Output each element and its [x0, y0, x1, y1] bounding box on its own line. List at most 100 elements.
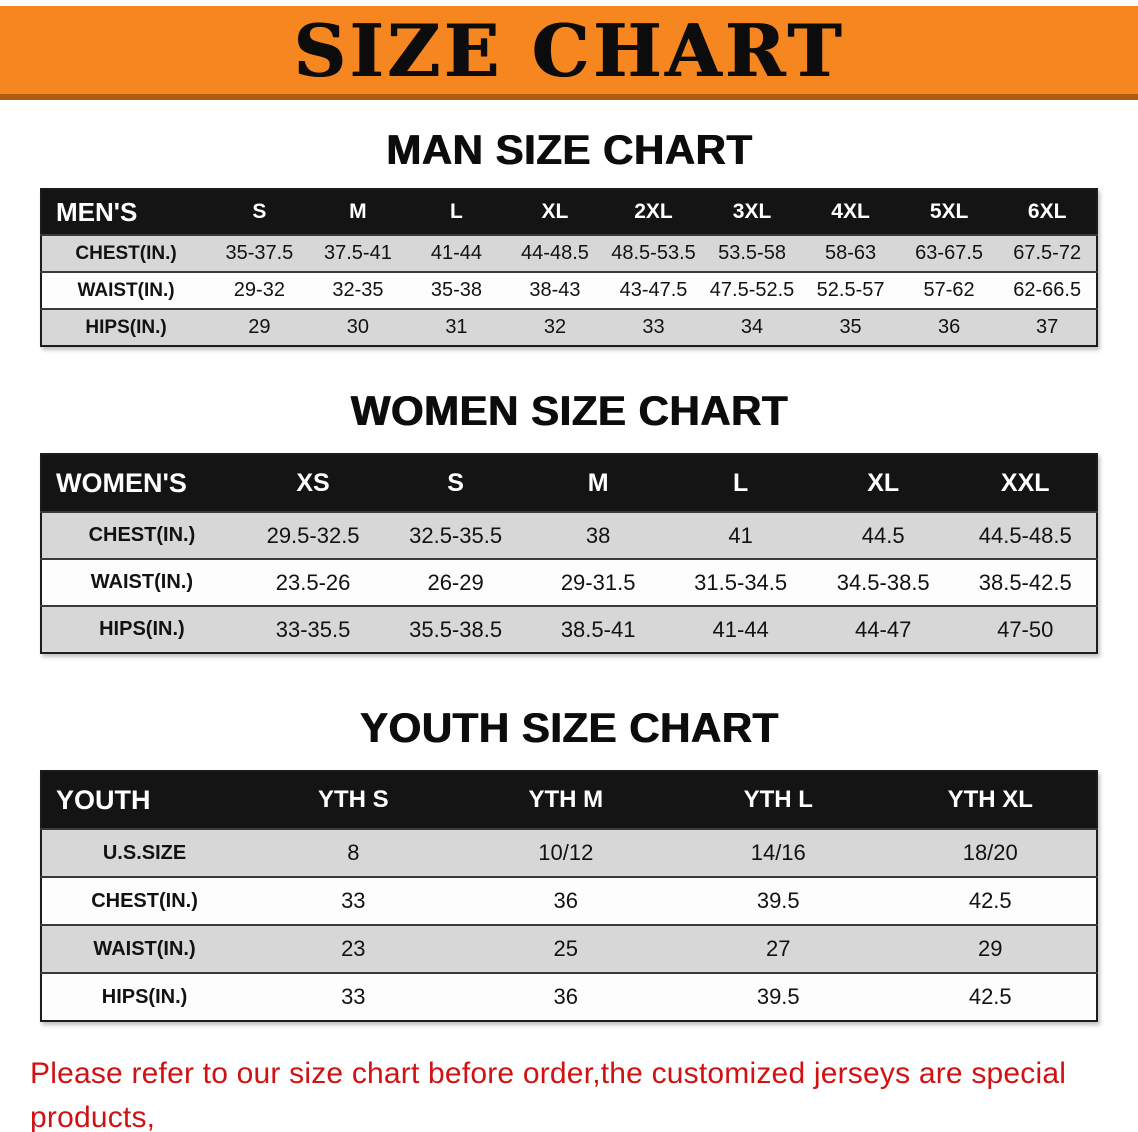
table-row: HIPS(IN.) 33-35.5 35.5-38.5 38.5-41 41-44 44-… — [41, 606, 1097, 653]
column-header: XS — [241, 454, 385, 512]
row-label: WAIST(IN.) — [41, 272, 211, 309]
size-value: 39.5 — [672, 973, 885, 1021]
size-value: 14/16 — [672, 829, 885, 877]
women-size-section: WOMEN SIZE CHART WOMEN'S XS S M L XL XXL CHEST(… — [0, 387, 1138, 654]
size-value: 41 — [669, 512, 812, 559]
size-value: 47.5-52.5 — [702, 272, 802, 309]
size-value: 33 — [247, 877, 460, 925]
size-value: 44.5-48.5 — [954, 512, 1097, 559]
column-header: M — [308, 189, 408, 235]
size-value: 44-48.5 — [505, 235, 605, 272]
row-label: HIPS(IN.) — [41, 606, 242, 653]
size-value: 47-50 — [954, 606, 1097, 653]
column-header: YTH M — [459, 771, 673, 829]
size-value: 37 — [998, 309, 1097, 346]
disclaimer-text: Please refer to our size chart before or… — [30, 1052, 1110, 1132]
row-label: WAIST(IN.) — [41, 925, 248, 973]
table-header-row: MEN'S S M L XL 2XL 3XL 4XL 5XL 6XL — [41, 189, 1097, 235]
size-value: 32.5-35.5 — [384, 512, 527, 559]
youth-size-section: YOUTH SIZE CHART YOUTH YTH S YTH M YTH L YTH… — [0, 704, 1138, 1022]
column-header: YTH XL — [884, 771, 1097, 829]
size-value: 8 — [247, 829, 460, 877]
row-label: U.S.SIZE — [41, 829, 248, 877]
size-value: 48.5-53.5 — [604, 235, 703, 272]
table-row: CHEST(IN.) 33 36 39.5 42.5 — [41, 877, 1097, 925]
size-value: 29-31.5 — [526, 559, 670, 606]
size-value: 43-47.5 — [604, 272, 703, 309]
row-label: CHEST(IN.) — [41, 235, 211, 272]
column-header: 3XL — [702, 189, 802, 235]
row-label: CHEST(IN.) — [41, 877, 248, 925]
women-size-heading: WOMEN SIZE CHART — [350, 387, 788, 434]
size-value: 57-62 — [899, 272, 999, 309]
size-value: 34 — [702, 309, 802, 346]
size-value: 67.5-72 — [998, 235, 1097, 272]
size-value: 33-35.5 — [241, 606, 385, 653]
column-header: 2XL — [604, 189, 703, 235]
size-value: 53.5-58 — [702, 235, 802, 272]
size-value: 62-66.5 — [998, 272, 1097, 309]
size-value: 42.5 — [884, 973, 1097, 1021]
column-header: S — [210, 189, 309, 235]
size-value: 35-37.5 — [210, 235, 309, 272]
size-value: 38.5-42.5 — [954, 559, 1097, 606]
size-value: 33 — [247, 973, 460, 1021]
size-value: 63-67.5 — [899, 235, 999, 272]
row-label: HIPS(IN.) — [41, 973, 248, 1021]
size-value: 37.5-41 — [308, 235, 408, 272]
column-header: XL — [811, 454, 955, 512]
size-value: 27 — [672, 925, 885, 973]
size-value: 23 — [247, 925, 460, 973]
size-value: 23.5-26 — [241, 559, 385, 606]
size-value: 41-44 — [407, 235, 506, 272]
size-value: 44.5 — [811, 512, 955, 559]
column-header: L — [669, 454, 812, 512]
table-header-row: YOUTH YTH S YTH M YTH L YTH XL — [41, 771, 1097, 829]
table-title-cell: WOMEN'S — [41, 454, 242, 512]
table-row: U.S.SIZE 8 10/12 14/16 18/20 — [41, 829, 1097, 877]
size-value: 39.5 — [672, 877, 885, 925]
men-size-table-holder: MEN'S S M L XL 2XL 3XL 4XL 5XL 6XL CHEST(IN.) 35-37… — [40, 188, 1098, 347]
column-header: M — [526, 454, 670, 512]
size-value: 36 — [899, 309, 999, 346]
table-row: HIPS(IN.) 33 36 39.5 42.5 — [41, 973, 1097, 1021]
table-header-row: WOMEN'S XS S M L XL XXL — [41, 454, 1097, 512]
column-header: 6XL — [998, 189, 1097, 235]
column-header: L — [407, 189, 506, 235]
table-title-cell: MEN'S — [41, 189, 211, 235]
size-value: 38 — [526, 512, 670, 559]
youth-size-table-holder: YOUTH YTH S YTH M YTH L YTH XL U.S.SIZE 8 10/12… — [40, 770, 1098, 1022]
column-header: XXL — [954, 454, 1097, 512]
men-size-heading: MAN SIZE CHART — [385, 126, 753, 173]
size-value: 29 — [884, 925, 1097, 973]
women-size-table-holder: WOMEN'S XS S M L XL XXL CHEST(IN.) 29.5-32.5 32.5… — [40, 453, 1098, 654]
size-value: 38-43 — [505, 272, 605, 309]
page-title: SIZE CHART — [293, 7, 845, 93]
size-value: 58-63 — [801, 235, 900, 272]
disclaimer-line-1: Please refer to our size chart before or… — [30, 1057, 1067, 1132]
table-title-cell: YOUTH — [41, 771, 248, 829]
size-value: 42.5 — [884, 877, 1097, 925]
size-value: 29-32 — [210, 272, 309, 309]
size-value: 31 — [407, 309, 506, 346]
size-value: 36 — [459, 973, 673, 1021]
column-header: YTH L — [672, 771, 885, 829]
table-row: WAIST(IN.) 29-32 32-35 35-38 38-43 43-47.5 47.… — [41, 272, 1097, 309]
size-value: 30 — [308, 309, 408, 346]
size-value: 41-44 — [669, 606, 812, 653]
size-value: 35-38 — [407, 272, 506, 309]
youth-size-table: YOUTH YTH S YTH M YTH L YTH XL U.S.SIZE 8 10/12… — [40, 770, 1098, 1022]
table-row: CHEST(IN.) 29.5-32.5 32.5-35.5 38 41 44.5 44.5… — [41, 512, 1097, 559]
size-value: 26-29 — [384, 559, 527, 606]
size-value: 33 — [604, 309, 703, 346]
size-value: 29 — [210, 309, 309, 346]
men-size-table: MEN'S S M L XL 2XL 3XL 4XL 5XL 6XL CHEST(IN.) 35-37… — [40, 188, 1098, 347]
table-row: HIPS(IN.) 29 30 31 32 33 34 35 36 37 — [41, 309, 1097, 346]
row-label: HIPS(IN.) — [41, 309, 211, 346]
size-value: 31.5-34.5 — [669, 559, 812, 606]
size-chart-banner: SIZE CHART — [0, 6, 1138, 100]
size-value: 38.5-41 — [526, 606, 670, 653]
column-header: XL — [505, 189, 605, 235]
row-label: CHEST(IN.) — [41, 512, 242, 559]
